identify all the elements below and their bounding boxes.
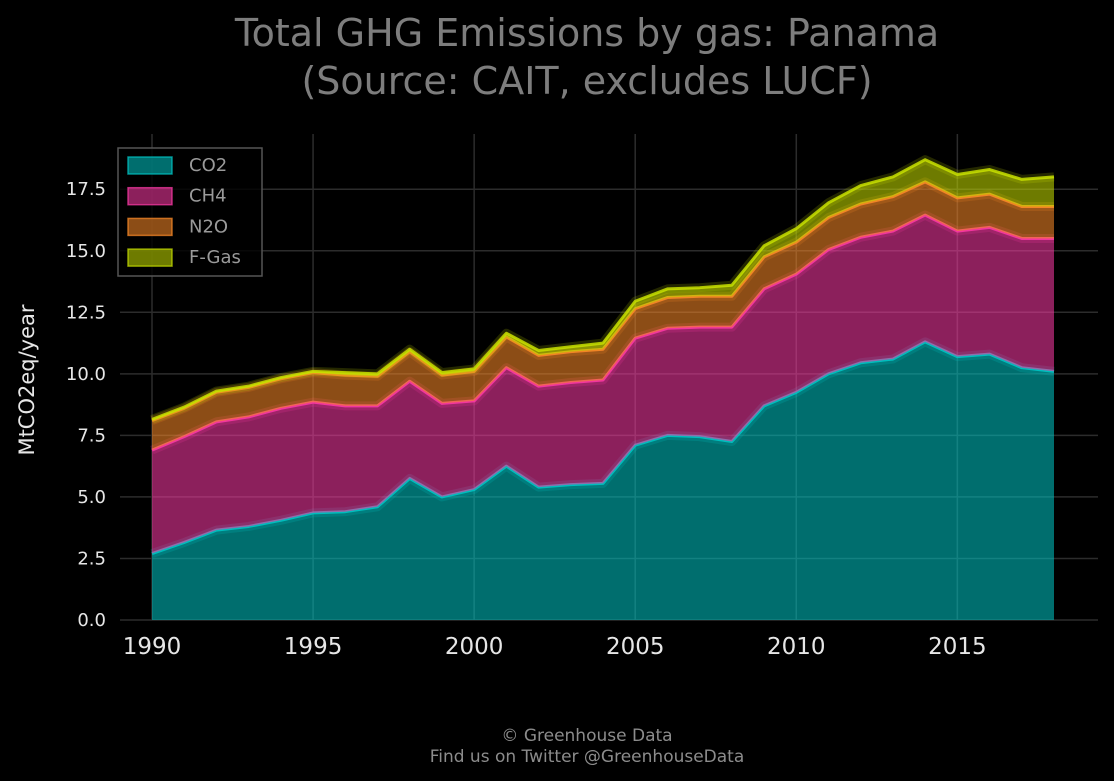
- legend-swatch-co2: [127, 156, 173, 175]
- x-tick-label: 2015: [928, 634, 987, 660]
- y-tick-label: 15.0: [66, 241, 106, 262]
- x-tick-label: 2000: [445, 634, 504, 660]
- y-tick-label: 10.0: [66, 364, 106, 385]
- legend-swatch-ch4: [127, 186, 173, 206]
- y-axis-label: MtCO2eq/year: [15, 304, 39, 455]
- legend-label-co2: CO2: [189, 155, 227, 176]
- x-tick-label: 2010: [767, 634, 826, 660]
- y-tick-label: 7.5: [77, 425, 106, 446]
- chart-title-line-2: (Source: CAIT, excludes LUCF): [301, 59, 872, 103]
- stacked-areas: [150, 155, 1055, 620]
- legend-swatch-f-gas: [127, 248, 173, 267]
- y-tick-label: 5.0: [77, 487, 106, 508]
- area-n2o: [152, 181, 1054, 451]
- y-tick-label: 12.5: [66, 302, 106, 323]
- credit-line-2: Find us on Twitter @GreenhouseData: [430, 747, 745, 767]
- y-axis-ticks: 0.0 2.5 5.0 7.5 10.0 12.5 15.0 17.5: [66, 179, 106, 631]
- x-tick-label: 2005: [606, 634, 665, 660]
- legend-label-ch4: CH4: [189, 186, 227, 207]
- y-tick-label: 17.5: [66, 179, 106, 200]
- y-tick-label: 0.0: [77, 610, 106, 631]
- area-ch4: [152, 215, 1054, 554]
- area-f-gas: [152, 159, 1054, 421]
- area-co2: [152, 341, 1054, 620]
- legend: CO2 CH4 N2O F-Gas: [117, 147, 263, 277]
- legend-label-f-gas: F-Gas: [189, 247, 241, 268]
- credit-line-1: © Greenhouse Data: [501, 726, 672, 746]
- y-tick-label: 2.5: [77, 548, 106, 569]
- legend-label-n2o: N2O: [189, 216, 228, 237]
- chart-title-line-1: Total GHG Emissions by gas: Panama: [234, 11, 939, 55]
- line-f-gas: [151, 158, 1055, 421]
- x-tick-label: 1990: [123, 634, 182, 660]
- legend-swatch-n2o: [127, 217, 173, 237]
- x-tick-label: 1995: [284, 634, 343, 660]
- x-axis-ticks: 1990 1995 2000 2005 2010 2015: [123, 634, 987, 660]
